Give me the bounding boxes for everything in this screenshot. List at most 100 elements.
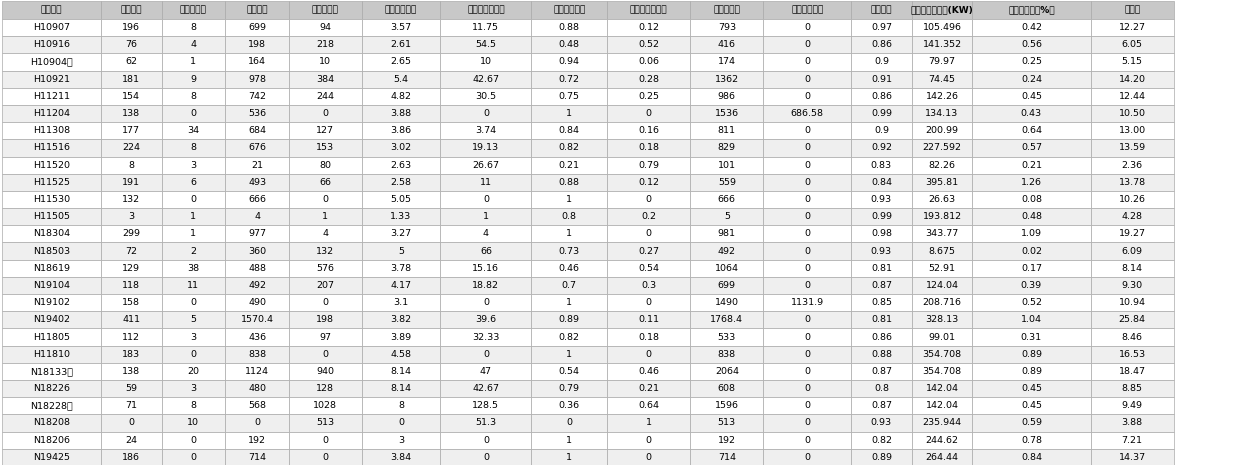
Text: 0: 0 [805,453,810,462]
Bar [289,225,362,242]
Text: 4: 4 [322,229,329,239]
Text: 10.94: 10.94 [1118,298,1146,307]
Bar [911,71,972,88]
Bar [161,157,226,174]
Bar [763,36,851,53]
Bar [100,53,161,71]
Bar [1090,71,1174,88]
Bar [2,1,100,19]
Bar [440,397,532,414]
Bar [608,88,691,105]
Bar [972,225,1090,242]
Bar [440,294,532,311]
Text: 16.53: 16.53 [1118,350,1146,359]
Text: 608: 608 [718,384,735,393]
Bar [161,432,226,449]
Bar [911,1,972,19]
Bar [972,397,1090,414]
Text: 0: 0 [191,350,196,359]
Text: 66: 66 [480,246,492,256]
Text: 2.61: 2.61 [391,40,412,49]
Text: 0: 0 [805,178,810,187]
Bar [362,414,440,432]
Text: 384: 384 [316,75,335,84]
Bar [362,277,440,294]
Text: 141.352: 141.352 [923,40,961,49]
Bar [2,294,100,311]
Text: 1: 1 [567,109,572,118]
Bar [608,140,691,157]
Text: 59: 59 [125,384,138,393]
Text: 66: 66 [319,178,331,187]
Text: 14.20: 14.20 [1118,75,1146,84]
Bar [2,259,100,277]
Bar [2,242,100,259]
Text: 299: 299 [123,229,140,239]
Text: 11: 11 [187,281,200,290]
Text: 8: 8 [398,401,404,410]
Bar [289,242,362,259]
Bar [440,242,532,259]
Text: 14.37: 14.37 [1118,453,1146,462]
Bar [362,225,440,242]
Text: 0.93: 0.93 [870,195,892,204]
Bar [972,242,1090,259]
Text: H11308: H11308 [33,126,71,135]
Bar [972,449,1090,465]
Text: 0.91: 0.91 [870,75,892,84]
Bar [691,208,763,225]
Text: 0: 0 [398,418,404,427]
Text: 8.675: 8.675 [929,246,956,256]
Text: 51.3: 51.3 [475,418,496,427]
Bar [362,1,440,19]
Bar [911,36,972,53]
Text: 196: 196 [123,23,140,32]
Bar [440,53,532,71]
Bar [851,225,911,242]
Bar [226,380,289,397]
Text: 8: 8 [191,143,196,153]
Text: 21: 21 [250,160,263,170]
Bar [100,19,161,36]
Bar [763,328,851,345]
Bar [440,157,532,174]
Text: 1124: 1124 [246,367,269,376]
Bar [763,397,851,414]
Bar [1090,311,1174,328]
Text: 793: 793 [718,23,735,32]
Text: 1768.4: 1768.4 [711,315,743,324]
Bar [161,294,226,311]
Text: 0: 0 [482,195,489,204]
Bar [608,157,691,174]
Text: 平均水最大负荷(KW): 平均水最大负荷(KW) [910,6,973,14]
Text: 3.88: 3.88 [1122,418,1143,427]
Bar [440,105,532,122]
Text: 74.45: 74.45 [929,75,956,84]
Bar [691,19,763,36]
Text: 0: 0 [646,298,652,307]
Bar [2,363,100,380]
Bar [100,345,161,363]
Text: 192: 192 [248,436,267,445]
Text: 0: 0 [805,126,810,135]
Text: 0.27: 0.27 [639,246,660,256]
Bar [2,414,100,432]
Bar [289,36,362,53]
Bar [851,122,911,140]
Text: 7.21: 7.21 [1122,436,1143,445]
Text: H11525: H11525 [33,178,71,187]
Text: 11: 11 [480,178,492,187]
Bar [100,277,161,294]
Bar [608,345,691,363]
Text: 154: 154 [123,92,140,101]
Text: 0.84: 0.84 [559,126,580,135]
Bar [362,208,440,225]
Text: 0: 0 [805,401,810,410]
Bar [532,277,608,294]
Text: 71: 71 [125,401,138,410]
Text: 0.82: 0.82 [870,436,892,445]
Text: 线损率: 线损率 [1125,6,1141,14]
Bar [691,397,763,414]
Bar [911,363,972,380]
Text: 3: 3 [191,160,196,170]
